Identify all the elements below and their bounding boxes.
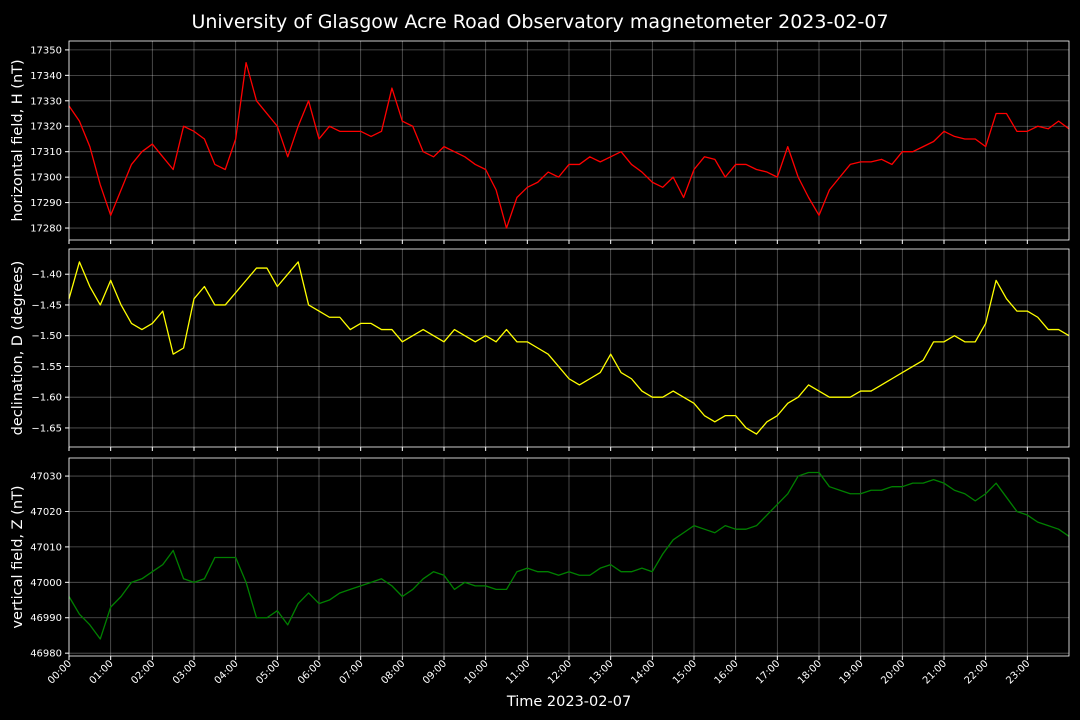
y-axis-label: declination, D (degrees)	[10, 261, 26, 436]
y-tick-label: −1.45	[31, 300, 62, 311]
data-line	[68, 471, 1070, 640]
y-tick-label: 17300	[30, 173, 62, 184]
y-tick-label: 17340	[30, 71, 62, 82]
y-axis-label: vertical field, Z (nT)	[10, 485, 26, 628]
y-tick-label: 47010	[30, 542, 62, 553]
plot-frame	[68, 40, 1070, 241]
y-tick-label: 47030	[30, 472, 62, 483]
y-tick-label: 17280	[30, 224, 62, 235]
data-line	[68, 61, 1070, 229]
y-tick-label: 17330	[30, 96, 62, 107]
data-line	[68, 261, 1070, 435]
plot-frame	[68, 248, 1070, 448]
y-tick-label: −1.50	[31, 331, 62, 342]
y-axis-label: horizontal field, H (nT)	[10, 59, 26, 221]
y-tick-label: 17350	[30, 45, 62, 56]
y-tick-label: −1.40	[31, 270, 62, 281]
y-tick-label: −1.55	[31, 362, 62, 373]
y-tick-label: 47000	[30, 578, 62, 589]
y-tick-label: −1.60	[31, 393, 62, 404]
y-tick-label: 46980	[30, 649, 62, 660]
y-tick-label: 17310	[30, 147, 62, 158]
y-tick-label: −1.65	[31, 423, 62, 434]
y-tick-label: 17290	[30, 198, 62, 209]
figure-title: University of Glasgow Acre Road Observat…	[191, 11, 888, 33]
y-tick-label: 17320	[30, 122, 62, 133]
x-axis-label: Time 2023-02-07	[506, 694, 631, 710]
y-tick-label: 46990	[30, 613, 62, 624]
plot-frame	[68, 457, 1070, 657]
y-tick-label: 47020	[30, 507, 62, 518]
